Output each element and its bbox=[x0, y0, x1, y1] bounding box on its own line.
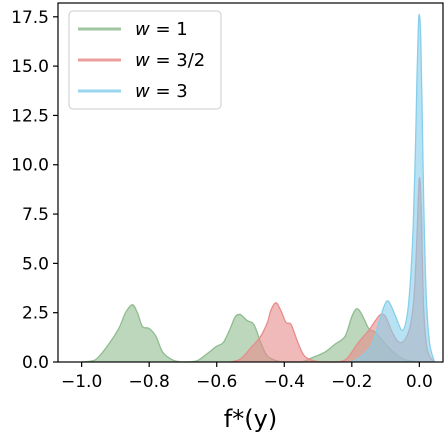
y-tick-label: 7.5 bbox=[22, 205, 49, 225]
y-tick-label: 0.0 bbox=[22, 353, 49, 373]
x-axis: −1.0 −0.8 −0.6 −0.4 −0.2 0.0 bbox=[61, 362, 433, 392]
y-tick-label: 10.0 bbox=[11, 156, 49, 176]
series-layer bbox=[81, 13, 436, 363]
series-3-line bbox=[351, 13, 436, 363]
legend: w = 1 w = 3/2 w = 3 bbox=[68, 10, 222, 110]
legend-box bbox=[68, 10, 222, 110]
plot-frame bbox=[57, 2, 444, 363]
y-tick-label: 15.0 bbox=[11, 57, 49, 77]
x-tick-label: 0.0 bbox=[406, 372, 433, 392]
x-tick-label: −0.4 bbox=[264, 372, 305, 392]
x-tick-label: −1.0 bbox=[61, 372, 102, 392]
y-axis: 0.0 2.5 5.0 7.5 10.0 12.5 15.0 17.5 bbox=[11, 8, 58, 373]
legend-label-1: w = 1 bbox=[135, 19, 188, 40]
x-tick-label: −0.2 bbox=[331, 372, 372, 392]
series-3-area bbox=[351, 14, 435, 363]
y-tick-label: 17.5 bbox=[11, 8, 49, 28]
x-tick-label: −0.8 bbox=[129, 372, 170, 392]
legend-label-2: w = 3/2 bbox=[135, 50, 205, 71]
series-1-line bbox=[81, 304, 420, 363]
x-axis-label: f*(y) bbox=[224, 405, 277, 433]
y-tick-label: 5.0 bbox=[22, 254, 49, 274]
y-tick-label: 2.5 bbox=[22, 304, 49, 324]
series-1-area bbox=[81, 304, 420, 362]
y-tick-label: 12.5 bbox=[11, 106, 49, 126]
legend-label-3: w = 3 bbox=[135, 81, 188, 102]
x-tick-label: −0.6 bbox=[196, 372, 237, 392]
